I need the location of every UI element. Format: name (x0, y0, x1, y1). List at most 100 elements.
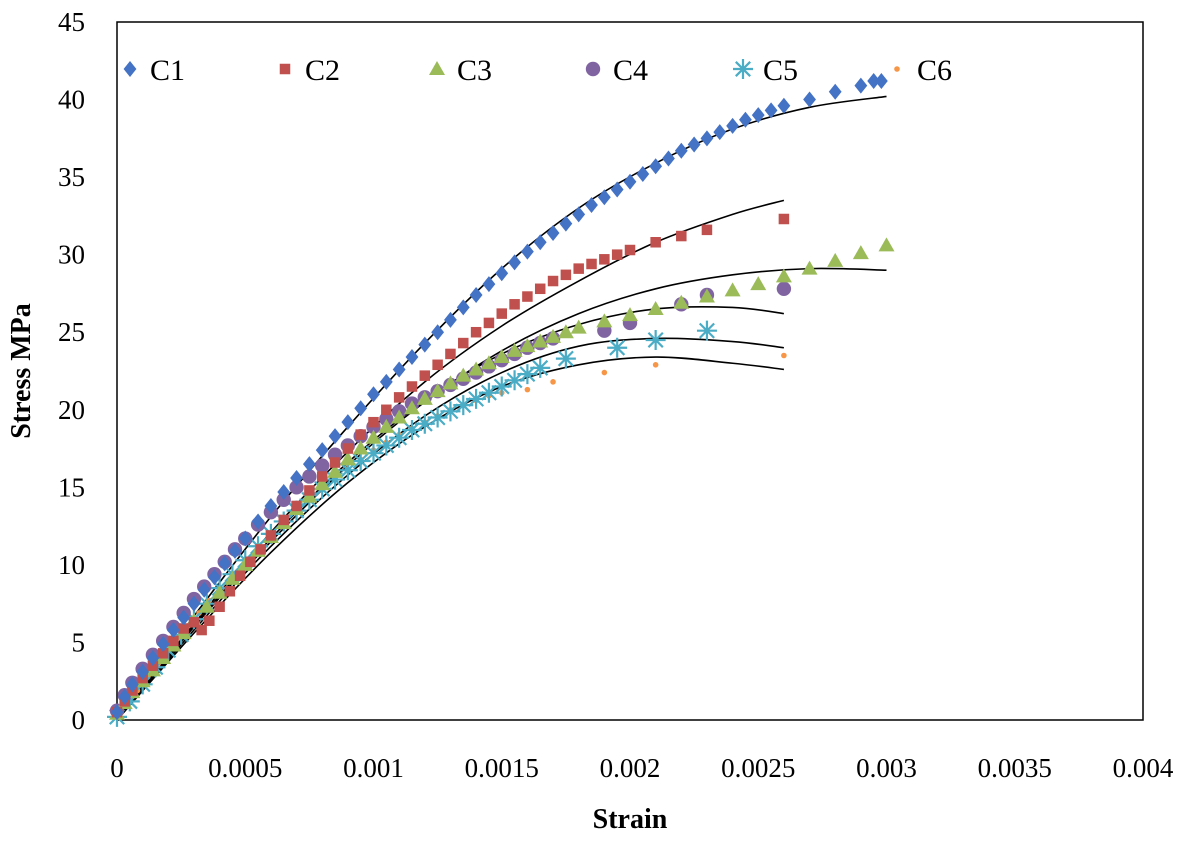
data-point-c1 (777, 97, 791, 114)
data-point-c1 (110, 704, 124, 721)
data-point-c3 (211, 584, 228, 599)
data-point-c2 (586, 258, 597, 270)
data-point-c3 (352, 440, 369, 455)
data-point-c3 (416, 390, 433, 405)
data-point-c5 (466, 388, 487, 409)
legend-marker-c2 (279, 63, 291, 75)
data-point-c1 (662, 150, 675, 167)
data-point-c1 (251, 513, 265, 530)
data-point-c1 (302, 456, 316, 473)
x-tick-label: 0.004 (1113, 753, 1174, 783)
data-point-c5 (645, 329, 666, 350)
data-point-c3 (224, 570, 241, 585)
data-point-c1 (700, 130, 714, 147)
legend-item-c1: C1 (123, 54, 185, 87)
data-point-c5 (478, 382, 499, 403)
data-point-c5 (363, 443, 384, 464)
data-point-c5 (517, 364, 538, 385)
data-point-c5 (504, 370, 525, 391)
data-point-c1 (367, 386, 380, 403)
data-point-c1 (585, 197, 598, 214)
data-point-c3 (378, 418, 395, 433)
data-point-c2 (778, 213, 790, 225)
series-c2 (111, 213, 790, 718)
y-tick-label: 30 (58, 240, 85, 270)
data-point-c2 (196, 624, 207, 636)
data-point-c1 (751, 107, 765, 124)
data-point-c5 (530, 357, 551, 378)
data-point-c1 (623, 173, 637, 190)
data-point-c1 (290, 470, 303, 487)
data-point-c2 (560, 269, 572, 281)
data-point-c3 (622, 307, 638, 322)
data-point-c1 (431, 324, 445, 341)
data-point-c1 (674, 142, 688, 159)
data-point-c1 (636, 166, 650, 183)
data-point-c1 (649, 158, 663, 175)
data-point-c1 (828, 83, 842, 100)
data-point-c5 (389, 427, 410, 448)
y-tick-label: 35 (58, 162, 85, 192)
y-axis-title: Stress MPa (6, 303, 37, 439)
data-point-c1 (328, 428, 342, 445)
data-point-c6 (524, 386, 531, 393)
data-point-c2 (419, 370, 431, 381)
data-point-c2 (470, 326, 482, 338)
data-point-c2 (304, 485, 315, 496)
legend-label-c1: C1 (150, 54, 185, 87)
y-tick-label: 20 (58, 395, 85, 425)
data-point-c1 (521, 243, 534, 260)
data-point-c2 (245, 556, 256, 568)
data-point-c3 (442, 375, 459, 390)
data-point-c3 (698, 288, 715, 303)
data-point-c5 (376, 435, 397, 456)
plot-area (116, 21, 1144, 721)
data-point-c2 (178, 623, 189, 634)
legend-label-c2: C2 (305, 54, 340, 87)
data-point-c2 (214, 601, 225, 613)
data-point-c2 (234, 570, 246, 581)
legend-item-c3: C3 (429, 54, 492, 87)
data-point-c1 (469, 286, 483, 303)
x-tick-label: 0.0035 (978, 753, 1052, 783)
data-point-c3 (801, 260, 818, 275)
data-point-c3 (724, 282, 741, 297)
data-point-c3 (468, 361, 485, 376)
data-point-c5 (325, 469, 346, 490)
data-point-c2 (432, 359, 443, 371)
data-point-c5 (491, 376, 512, 397)
data-point-c3 (532, 333, 549, 348)
data-point-c5 (337, 460, 358, 481)
data-point-c2 (522, 291, 533, 302)
data-point-c3 (673, 294, 690, 309)
data-point-c1 (610, 181, 624, 198)
data-point-c1 (874, 72, 888, 89)
data-point-c2 (534, 283, 546, 295)
y-tick-label: 5 (72, 627, 86, 657)
data-point-c1 (146, 649, 160, 666)
data-point-c1 (854, 77, 868, 94)
data-point-c2 (368, 416, 379, 428)
data-point-c3 (852, 245, 869, 260)
data-point-c2 (278, 514, 289, 526)
data-point-c1 (444, 311, 457, 328)
legend-label-c4: C4 (613, 54, 648, 87)
data-point-c5 (427, 407, 448, 428)
data-point-c2 (168, 635, 179, 647)
data-point-c1 (508, 254, 521, 271)
data-point-c1 (764, 102, 778, 119)
data-point-c1 (277, 483, 291, 500)
data-point-c3 (596, 313, 613, 328)
data-point-c3 (506, 342, 523, 357)
data-point-c3 (403, 400, 420, 415)
fit-line-c5 (116, 337, 784, 721)
data-point-c2 (406, 381, 418, 392)
data-point-c2 (329, 457, 341, 468)
data-point-c1 (405, 349, 419, 366)
data-point-c5 (401, 419, 422, 440)
data-point-c2 (509, 299, 520, 310)
data-point-c3 (750, 276, 767, 291)
data-point-c1 (118, 688, 132, 705)
legend-item-c6: C6 (894, 54, 952, 87)
